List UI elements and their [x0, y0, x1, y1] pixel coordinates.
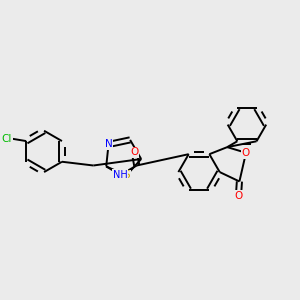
Text: O: O	[242, 148, 250, 158]
Text: Cl: Cl	[2, 134, 12, 144]
Text: S: S	[123, 170, 130, 180]
Text: O: O	[234, 190, 243, 201]
Text: O: O	[130, 147, 139, 157]
Text: NH: NH	[113, 170, 128, 180]
Text: N: N	[105, 140, 112, 149]
